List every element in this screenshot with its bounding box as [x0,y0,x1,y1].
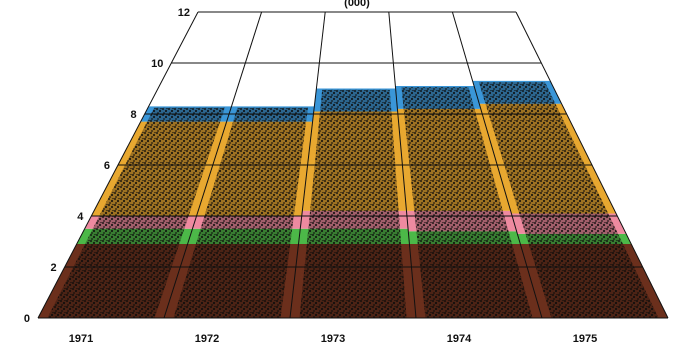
column-1974 [401,87,533,318]
x-tick-label-1972: 1972 [195,333,219,345]
y-tick-label-2: 2 [51,262,57,274]
x-tick-label-1975: 1975 [573,333,597,345]
x-tick-label-1974: 1974 [447,333,472,345]
y-tick-label-10: 10 [151,58,163,70]
y-tick-label-4: 4 [77,211,84,223]
column-1972 [173,107,308,318]
gridline-x-0 [37,11,199,319]
gridline-x-3 [388,11,417,319]
x-axis-tick-labels: 1971 1972 1973 1974 1975 [69,333,597,345]
x-tick-label-1973: 1973 [321,333,345,345]
y-tick-label-6: 6 [104,160,110,172]
year-columns [47,82,659,319]
chart-title: (000) [344,0,370,9]
gridline-x-5 [515,11,669,319]
gridline-x-1 [163,11,263,319]
y-tick-label-8: 8 [131,109,137,121]
column-1975 [478,82,659,318]
gridline-x-4 [451,11,543,319]
grid-lines [37,11,669,319]
column-1973 [299,89,407,319]
gridline-x-2 [289,11,326,319]
x-tick-label-1971: 1971 [69,333,93,345]
y-axis-tick-labels: 0 2 4 6 8 10 12 [24,7,190,325]
y-tick-label-0: 0 [24,313,30,325]
y-tick-label-12: 12 [178,7,190,19]
column-1971 [47,107,225,318]
